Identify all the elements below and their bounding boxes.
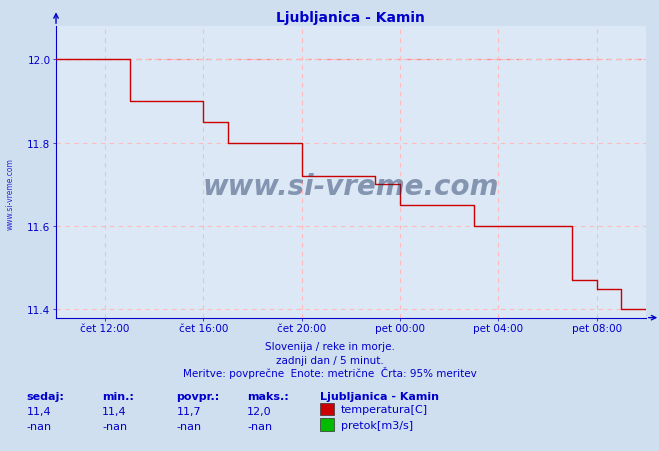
Text: 11,7: 11,7 xyxy=(177,406,201,416)
Text: www.si-vreme.com: www.si-vreme.com xyxy=(5,158,14,230)
Text: min.:: min.: xyxy=(102,391,134,401)
Text: sedaj:: sedaj: xyxy=(26,391,64,401)
Text: pretok[m3/s]: pretok[m3/s] xyxy=(341,420,413,430)
Text: -nan: -nan xyxy=(177,421,202,431)
Text: Meritve: povprečne  Enote: metrične  Črta: 95% meritev: Meritve: povprečne Enote: metrične Črta:… xyxy=(183,367,476,378)
Text: Ljubljanica - Kamin: Ljubljanica - Kamin xyxy=(320,391,439,401)
Text: zadnji dan / 5 minut.: zadnji dan / 5 minut. xyxy=(275,355,384,365)
Text: -nan: -nan xyxy=(26,421,51,431)
Title: Ljubljanica - Kamin: Ljubljanica - Kamin xyxy=(277,10,425,24)
Text: -nan: -nan xyxy=(247,421,272,431)
Text: 12,0: 12,0 xyxy=(247,406,272,416)
Text: -nan: -nan xyxy=(102,421,127,431)
Text: temperatura[C]: temperatura[C] xyxy=(341,405,428,414)
Text: 11,4: 11,4 xyxy=(102,406,127,416)
Text: maks.:: maks.: xyxy=(247,391,289,401)
Text: povpr.:: povpr.: xyxy=(177,391,220,401)
Text: 11,4: 11,4 xyxy=(26,406,51,416)
Text: www.si-vreme.com: www.si-vreme.com xyxy=(203,173,499,201)
Text: Slovenija / reke in morje.: Slovenija / reke in morje. xyxy=(264,341,395,351)
